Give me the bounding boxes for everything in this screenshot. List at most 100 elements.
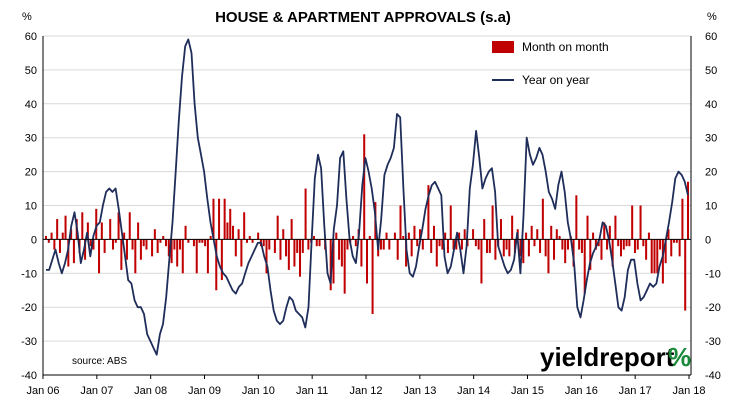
bar	[452, 239, 455, 250]
bar	[307, 239, 310, 250]
bar	[142, 239, 145, 247]
bar	[215, 239, 218, 291]
bar	[134, 239, 137, 274]
bar	[653, 239, 656, 274]
bar	[636, 239, 639, 250]
bar	[139, 239, 142, 260]
bar	[396, 239, 399, 260]
bar	[558, 236, 561, 240]
x-tick-label: Jan 16	[565, 385, 598, 397]
bar	[248, 236, 251, 240]
bar	[153, 229, 156, 240]
bar	[67, 239, 70, 267]
bar	[505, 239, 508, 250]
bar	[293, 239, 296, 267]
bar	[444, 232, 447, 240]
left-axis-unit: %	[22, 11, 32, 23]
y-tick-label-left: 20	[25, 167, 37, 179]
bar	[84, 239, 87, 260]
bar	[315, 239, 318, 247]
bar	[95, 208, 98, 240]
bar	[206, 239, 209, 274]
legend: Month on month Year on year	[492, 40, 609, 87]
bar	[131, 239, 134, 250]
x-tick-label: Jan 15	[511, 385, 544, 397]
bar	[240, 239, 243, 267]
bar	[103, 239, 106, 253]
bar	[614, 215, 617, 240]
bar	[407, 232, 410, 240]
bar	[262, 239, 265, 247]
bar	[156, 239, 159, 253]
bar	[282, 229, 285, 240]
bar	[608, 225, 611, 240]
source-note: source: ABS	[72, 356, 127, 367]
bar	[382, 239, 385, 250]
bar	[346, 239, 349, 250]
bar	[86, 222, 89, 240]
bar	[564, 239, 567, 264]
bar	[212, 198, 215, 240]
bar	[508, 239, 511, 257]
bar	[379, 239, 382, 250]
bar	[92, 239, 95, 250]
bar	[639, 205, 642, 240]
bar	[243, 212, 246, 240]
bar	[70, 229, 73, 240]
bar	[667, 229, 670, 240]
x-tick-label: Jan 11	[296, 385, 328, 397]
bar	[664, 239, 667, 264]
bar	[279, 239, 282, 260]
bar	[338, 239, 341, 260]
bar	[181, 239, 184, 274]
bar	[335, 232, 338, 240]
y-tick-label-left: 60	[25, 31, 37, 43]
bar	[673, 239, 676, 243]
bar	[480, 239, 483, 284]
bar	[525, 232, 528, 240]
y-axis-left-ticks: -40 -30 -20 -10 0 10 20 30 40 50 60	[21, 31, 37, 382]
bar	[296, 239, 299, 253]
bar	[419, 229, 422, 240]
bar	[589, 239, 592, 270]
bar	[530, 225, 533, 240]
bar	[145, 239, 148, 250]
bar	[622, 239, 625, 250]
bar	[162, 236, 165, 240]
bar	[123, 232, 126, 240]
bar	[410, 239, 413, 257]
bar	[544, 239, 547, 257]
bar	[58, 239, 61, 253]
bar	[312, 236, 315, 240]
bar	[625, 239, 628, 247]
bar	[670, 239, 673, 257]
bar	[187, 239, 190, 243]
bar	[125, 239, 128, 260]
y-tick-label-right: 0	[705, 234, 711, 246]
bar	[491, 205, 494, 240]
bar	[385, 232, 388, 240]
bar	[64, 215, 67, 240]
bar	[438, 239, 441, 247]
bar	[421, 239, 424, 250]
x-tick-label: Jan 09	[188, 385, 221, 397]
y-tick-label-left: 10	[25, 201, 37, 213]
bar	[72, 239, 75, 264]
bar	[109, 219, 112, 240]
bar	[47, 239, 50, 243]
bar	[220, 239, 223, 281]
bar	[257, 232, 260, 240]
bar	[268, 239, 271, 250]
bar	[684, 239, 687, 311]
bar	[329, 239, 332, 291]
y-tick-label-left: 30	[25, 133, 37, 145]
bar	[628, 239, 631, 247]
bar	[399, 205, 402, 240]
bar	[402, 236, 405, 240]
bar	[192, 239, 195, 247]
bar	[184, 225, 187, 240]
bar	[631, 205, 634, 240]
bar	[273, 239, 276, 253]
